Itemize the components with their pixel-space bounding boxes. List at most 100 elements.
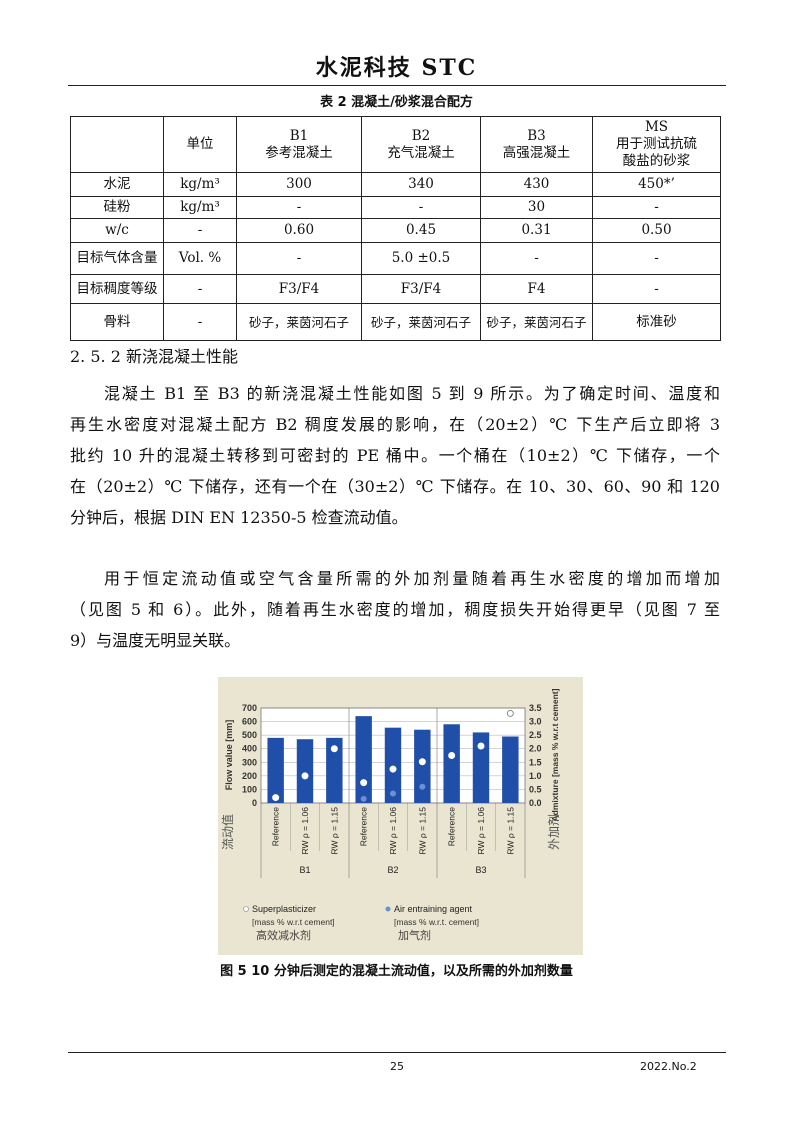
superplasticizer-point [389,765,397,773]
y2-axis-title: Admixture [mass % w.r.t cement] [550,688,560,821]
mix-table: 单位 B1 参考混凝土 B2 充气混凝土 B3 高强混凝土 MS 用于测试抗硫 酸盐的砂… [70,116,721,341]
category-label: RW ρ = 1.06 [476,807,486,855]
group-label: B3 [475,865,486,875]
y2-tick-label: 0.5 [529,784,542,794]
chart-svg: 0 100 200 300 400 500 600 700 0.0 0.5 1.0 1.5 2.0 2.5… [220,688,561,942]
y-tick-label: 0 [252,798,257,808]
flow-bar [414,729,431,803]
flow-bar [326,737,343,803]
table-cell: F4 [480,274,593,304]
table-cell: - [361,196,481,219]
table-cell: B3 高强混凝土 [480,116,593,173]
table-cell: - [592,196,721,219]
category-label: Reference [359,807,369,846]
table-cell: - [236,242,362,275]
y-axis-title: Flow value [mm] [224,720,234,791]
table-cell: 0.60 [236,218,362,243]
y2-tick-label: 1.5 [529,757,542,767]
table-cell: kg/m³ [163,172,237,197]
y-axis-title-cn: 流动值 [220,814,235,850]
superplasticizer-point [330,745,338,753]
group-label: B2 [387,865,398,875]
y-tick-label: 500 [242,730,257,740]
footer-divider [68,1052,726,1053]
category-label: RW ρ = 1.06 [300,807,310,855]
table-caption: 表 2 混凝土/砂浆混合配方 [320,95,473,110]
table-cell: 430 [480,172,593,197]
table-row: 水泥 kg/m³ 300 340 430 450*’ [70,172,721,197]
superplasticizer-point [418,758,426,766]
text-line: （见图 5 和 6）。此外，随着再生水密度的增加，稠度损失开始得更早（见图 7 … [70,600,720,619]
table-header-row: 单位 B1 参考混凝土 B2 充气混凝土 B3 高强混凝土 MS 用于测试抗硫 酸盐的砂… [70,116,721,173]
superplasticizer-point [448,752,456,759]
category-label: Reference [271,807,281,846]
y2-tick-label: 3.5 [529,703,542,713]
y2-tick-label: 0.0 [529,798,542,808]
y-tick-label: 100 [242,784,257,794]
category-label: RW ρ = 1.15 [505,807,515,855]
air-entraining-point [360,795,367,802]
table-cell: 单位 [163,116,237,173]
category-label: RW ρ = 1.15 [417,807,427,855]
y-tick-label: 300 [242,757,257,767]
table-row: 目标气体含量 Vol. % -5.0 ±0.5- - [70,242,721,275]
paragraph: 混凝土 B1 至 B3 的新浇混凝土性能如图 5 到 9 所示。为了确定时间、温… [70,378,720,533]
table-cell: - [236,196,362,219]
table-cell: - [592,242,721,275]
table-cell [70,116,164,173]
table-row: 目标稠度等级 - F3/F4 F3/F4 F4- [70,274,721,304]
journal-header: 水泥科技 STC [315,55,478,81]
table-cell: 0.50 [592,218,721,243]
section-heading: 2. 5. 2 新浇混凝土性能 [70,347,238,366]
flow-bar [443,724,460,803]
table-cell: - [163,218,237,243]
flow-bar [384,727,402,803]
table-cell: MS 用于测试抗硫 酸盐的砂浆 [592,116,721,173]
flow-bar [355,716,372,803]
legend-cn: 高效减水剂 [256,928,311,942]
table-cell: Vol. % [163,242,237,275]
y-tick-label: 200 [242,771,257,781]
table-cell: - [480,242,593,275]
table-cell: 5.0 ±0.5 [361,242,481,275]
legend-sub: [mass % w.r.t. cement] [394,917,479,927]
text-line: 在（20±2）℃ 下储存，还有一个在（30±2）℃ 下储存。在 10、30、60… [70,477,720,496]
legend-cn: 加气剂 [398,928,431,942]
air-entraining-point [390,790,396,797]
superplasticizer-point [477,742,485,750]
table-cell: 340 [361,172,481,197]
y2-tick-label: 2.5 [529,730,542,740]
issue-label: 2022.No.2 [640,1060,697,1073]
y-tick-label: 600 [242,717,257,727]
y2-tick-label: 2.0 [529,744,542,754]
table-cell: 标准砂 [592,303,721,341]
page-number: 25 [390,1060,404,1073]
paragraph: 用于恒定流动值或空气含量所需的外加剂量随着再生水密度的增加而增加 （见图 5 和 … [70,563,720,656]
table-cell: kg/m³ [163,196,237,219]
y2-tick-label: 1.0 [529,771,542,781]
text-line: 再生水密度对混凝土配方 B2 稠度发展的影响，在（20±2）℃ 下生产后立即将 … [70,415,720,434]
category-label: RW ρ = 1.06 [388,807,398,855]
figure-chart: 0 100 200 300 400 500 600 700 0.0 0.5 1.0 1.5 2.0 2.5… [218,677,583,955]
table-cell: 450*’ [592,172,721,197]
table-cell: 硅粉 [70,196,164,219]
table-cell: 目标稠度等级 [70,274,164,304]
text-line: 用于恒定流动值或空气含量所需的外加剂量随着再生水密度的增加而增加 [104,569,720,588]
table-row: w/c -0.60 0.45 0.31 0.50 [70,218,721,243]
y-tick-label: 700 [242,703,257,713]
table-cell: 0.31 [480,218,593,243]
table-cell: w/c [70,218,164,243]
text-line: 混凝土 B1 至 B3 的新浇混凝土性能如图 5 到 9 所示。为了确定时间、温… [104,384,720,403]
table-row: 骨料 - 砂子，莱茵河石子 砂子，莱茵河石子 砂子，莱茵河石子 标准砂 [70,303,721,341]
table-cell: 砂子，莱茵河石子 [236,303,362,341]
legend-sub: [mass % w.r.t cement] [252,917,335,927]
legend-label: Air entraining agent [394,904,473,914]
table-cell: 骨料 [70,303,164,341]
table-cell: B1 参考混凝土 [236,116,362,173]
category-label: RW ρ = 1.15 [329,807,339,855]
superplasticizer-point [272,794,280,802]
table-cell: - [163,274,237,304]
table-cell: - [163,303,237,341]
header-divider [68,85,726,86]
table-cell: 砂子，莱茵河石子 [480,303,593,341]
